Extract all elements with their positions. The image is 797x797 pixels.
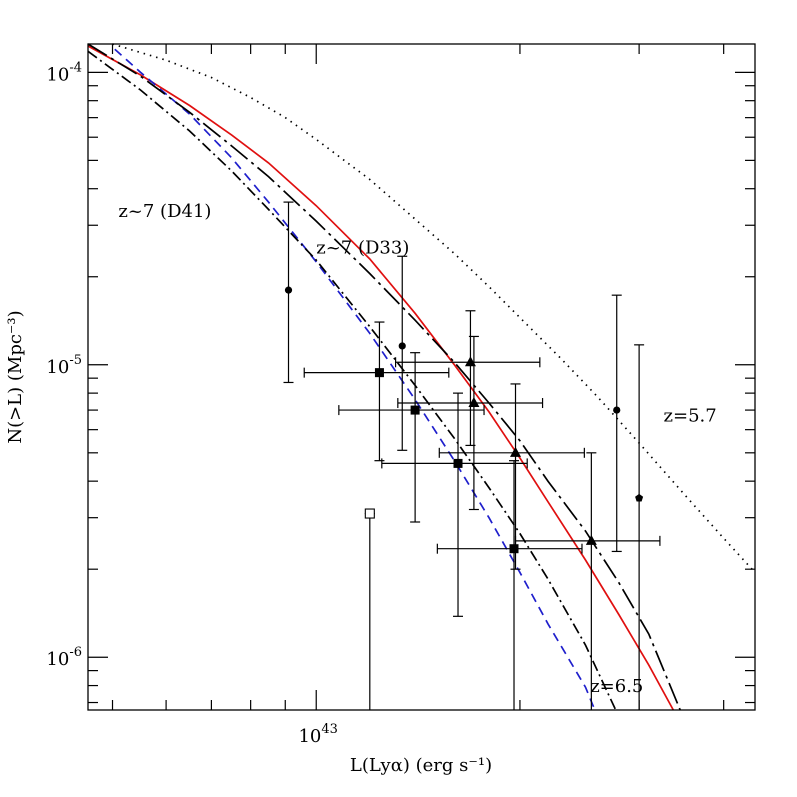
y-tick-label: 10-4: [46, 60, 82, 85]
data-points: [283, 201, 661, 710]
circle-marker: [398, 342, 406, 350]
circle-marker: [284, 286, 293, 294]
curve-solid: [87, 45, 675, 711]
annotation-label: z=6.5: [590, 676, 643, 697]
y-tick-label: 10-5: [46, 353, 82, 378]
annotation-label: z=5.7: [664, 405, 717, 426]
plot-frame: [87, 43, 756, 711]
curve-dashed: [114, 48, 596, 711]
data-point-circle: [611, 294, 622, 553]
x-tick-label: 1043: [298, 722, 337, 747]
curve-dashdot-long: [87, 43, 681, 711]
data-point-open-square: [364, 508, 375, 710]
square-marker: [509, 544, 519, 554]
data-point-square: [381, 392, 528, 617]
open-square-marker: [364, 508, 375, 519]
data-point-triangle: [397, 335, 544, 511]
circle-marker: [613, 406, 621, 414]
triangle-marker: [468, 397, 480, 408]
curve-dotted: [112, 43, 756, 573]
curve-annotations: z~7 (D41) z~7 (D33) z=5.7 z=6.5: [118, 201, 716, 697]
data-point-circle: [397, 255, 408, 451]
x-axis-title: L(Lyα) (erg s⁻¹): [350, 755, 492, 776]
annotation-label: z~7 (D41): [118, 201, 211, 222]
data-point-pentagon: [634, 344, 645, 710]
square-marker: [410, 405, 420, 415]
model-curves: [87, 43, 756, 711]
curve-dashdot: [87, 50, 617, 711]
data-point-square: [338, 352, 485, 523]
y-tick-label: 10-6: [46, 645, 82, 670]
data-point-triangle: [514, 452, 661, 710]
data-point-triangle: [394, 310, 541, 447]
tick-labels: 1043 10-4 10-5 10-6: [46, 60, 338, 747]
data-point-circle: [283, 201, 294, 384]
axis-ticks: [88, 44, 755, 710]
triangle-marker: [585, 534, 597, 545]
triangle-marker: [464, 356, 476, 367]
square-marker: [453, 458, 463, 468]
data-point-square: [303, 321, 450, 462]
triangle-marker: [510, 446, 522, 457]
y-axis-title: N(>L) (Mpc⁻³): [5, 310, 26, 443]
pentagon-marker: [635, 493, 644, 502]
data-point-square: [436, 460, 583, 710]
square-marker: [374, 368, 384, 378]
annotation-label: z~7 (D33): [316, 238, 409, 259]
